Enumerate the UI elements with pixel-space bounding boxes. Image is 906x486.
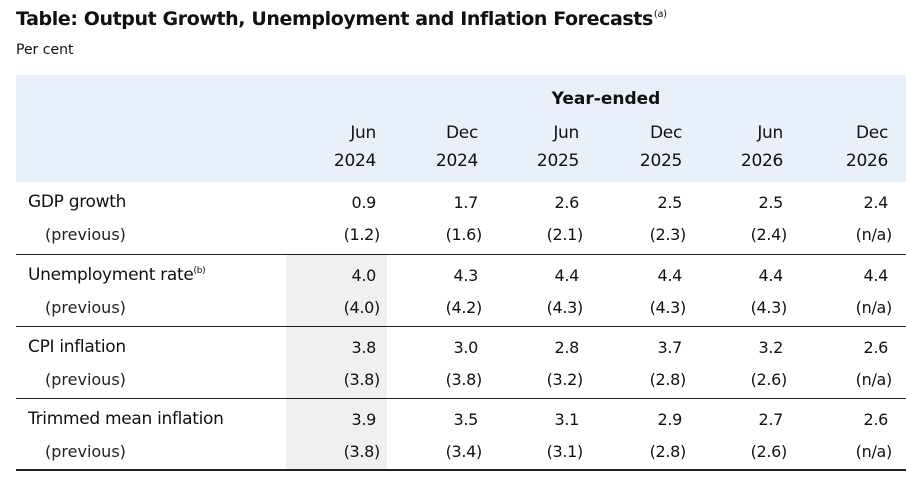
previous-value: (4.3) — [649, 298, 687, 317]
current-value: 2.6 — [863, 410, 888, 429]
current-value: 4.4 — [758, 266, 783, 285]
previous-label: (previous) — [45, 298, 126, 317]
current-value: 2.6 — [554, 193, 579, 212]
table-row: CPI inflation (previous) 3.8 (3.8) 3.0 (3.8) 2… — [16, 326, 906, 399]
table-row: Unemployment rate(b) (previous) 4.0 (4.0) 4.… — [16, 254, 906, 327]
column-month: Jun — [350, 123, 376, 143]
row-label-text: CPI inflation — [28, 337, 126, 357]
table-row: GDP growth (previous) 0.9 (1.2) 1.7 (1.6) 2.6 (… — [16, 182, 906, 254]
current-value: 3.8 — [351, 338, 376, 357]
table-title: Table: Output Growth, Unemployment and I… — [16, 8, 667, 30]
column-year: 2024 — [333, 151, 376, 171]
title-text: Table: Output Growth, Unemployment and I… — [16, 8, 653, 30]
previous-value: (n/a) — [855, 370, 893, 389]
previous-value: (3.1) — [546, 442, 584, 461]
current-value: 3.9 — [351, 410, 376, 429]
previous-value: (1.2) — [343, 225, 381, 244]
previous-label: (previous) — [45, 370, 126, 389]
column-month: Dec — [446, 123, 478, 143]
row-label: Unemployment rate(b) — [28, 265, 206, 285]
current-value: 4.4 — [554, 266, 579, 285]
table-bottom-rule — [16, 469, 906, 471]
previous-value: (3.2) — [546, 370, 584, 389]
table-header: Year-ended Jun 2024 Dec 2024 Jun 2025 Dec 2025 J… — [16, 75, 906, 182]
table-row: Trimmed mean inflation (previous) 3.9 (3.8)… — [16, 398, 906, 471]
column-month: Jun — [553, 123, 579, 143]
previous-value: (2.4) — [750, 225, 788, 244]
current-value: 2.5 — [758, 193, 783, 212]
previous-value: (2.6) — [750, 442, 788, 461]
title-footnote: (a) — [653, 9, 667, 20]
previous-value: (n/a) — [855, 225, 893, 244]
previous-value: (4.0) — [343, 298, 381, 317]
previous-value: (3.4) — [445, 442, 483, 461]
current-value: 2.8 — [554, 338, 579, 357]
column-year: 2026 — [740, 151, 783, 171]
previous-value: (3.8) — [343, 370, 381, 389]
current-value: 3.5 — [453, 410, 478, 429]
shaded-column — [286, 255, 387, 470]
current-value: 3.2 — [758, 338, 783, 357]
column-header: Jun 2026 — [683, 119, 783, 175]
current-value: 4.4 — [863, 266, 888, 285]
current-value: 4.4 — [657, 266, 682, 285]
previous-value: (4.2) — [445, 298, 483, 317]
previous-value: (4.3) — [750, 298, 788, 317]
current-value: 2.7 — [758, 410, 783, 429]
column-header: Dec 2026 — [788, 119, 888, 175]
current-value: 1.7 — [453, 193, 478, 212]
previous-value: (2.6) — [750, 370, 788, 389]
column-month: Dec — [650, 123, 682, 143]
row-label-text: Trimmed mean inflation — [28, 409, 224, 429]
current-value: 4.3 — [453, 266, 478, 285]
previous-value: (2.3) — [649, 225, 687, 244]
column-year: 2026 — [845, 151, 888, 171]
column-month: Jun — [757, 123, 783, 143]
previous-value: (n/a) — [855, 442, 893, 461]
column-month: Dec — [856, 123, 888, 143]
current-value: 3.7 — [657, 338, 682, 357]
previous-label: (previous) — [45, 225, 126, 244]
column-year: 2025 — [639, 151, 682, 171]
previous-value: (n/a) — [855, 298, 893, 317]
current-value: 3.0 — [453, 338, 478, 357]
column-year: 2025 — [536, 151, 579, 171]
row-label-text: Unemployment rate — [28, 265, 194, 285]
current-value: 2.4 — [863, 193, 888, 212]
previous-label: (previous) — [45, 442, 126, 461]
previous-value: (1.6) — [445, 225, 483, 244]
row-label-text: GDP growth — [28, 192, 127, 212]
current-value: 3.1 — [554, 410, 579, 429]
column-header: Dec 2024 — [378, 119, 478, 175]
previous-value: (4.3) — [546, 298, 584, 317]
row-label: Trimmed mean inflation — [28, 409, 224, 429]
previous-value: (2.8) — [649, 442, 687, 461]
row-label: GDP growth — [28, 192, 126, 212]
current-value: 2.6 — [863, 338, 888, 357]
year-ended-heading: Year-ended — [551, 89, 661, 109]
current-value: 2.5 — [657, 193, 682, 212]
column-header: Dec 2025 — [582, 119, 682, 175]
current-value: 4.0 — [351, 266, 376, 285]
row-label: CPI inflation — [28, 337, 126, 357]
previous-value: (2.1) — [546, 225, 584, 244]
row-footnote: (b) — [193, 266, 206, 276]
column-header: Jun 2024 — [276, 119, 376, 175]
previous-value: (3.8) — [343, 442, 381, 461]
unit-label: Per cent — [16, 42, 74, 58]
previous-value: (3.8) — [445, 370, 483, 389]
column-header: Jun 2025 — [479, 119, 579, 175]
current-value: 0.9 — [351, 193, 376, 212]
current-value: 2.9 — [657, 410, 682, 429]
column-year: 2024 — [435, 151, 478, 171]
previous-value: (2.8) — [649, 370, 687, 389]
